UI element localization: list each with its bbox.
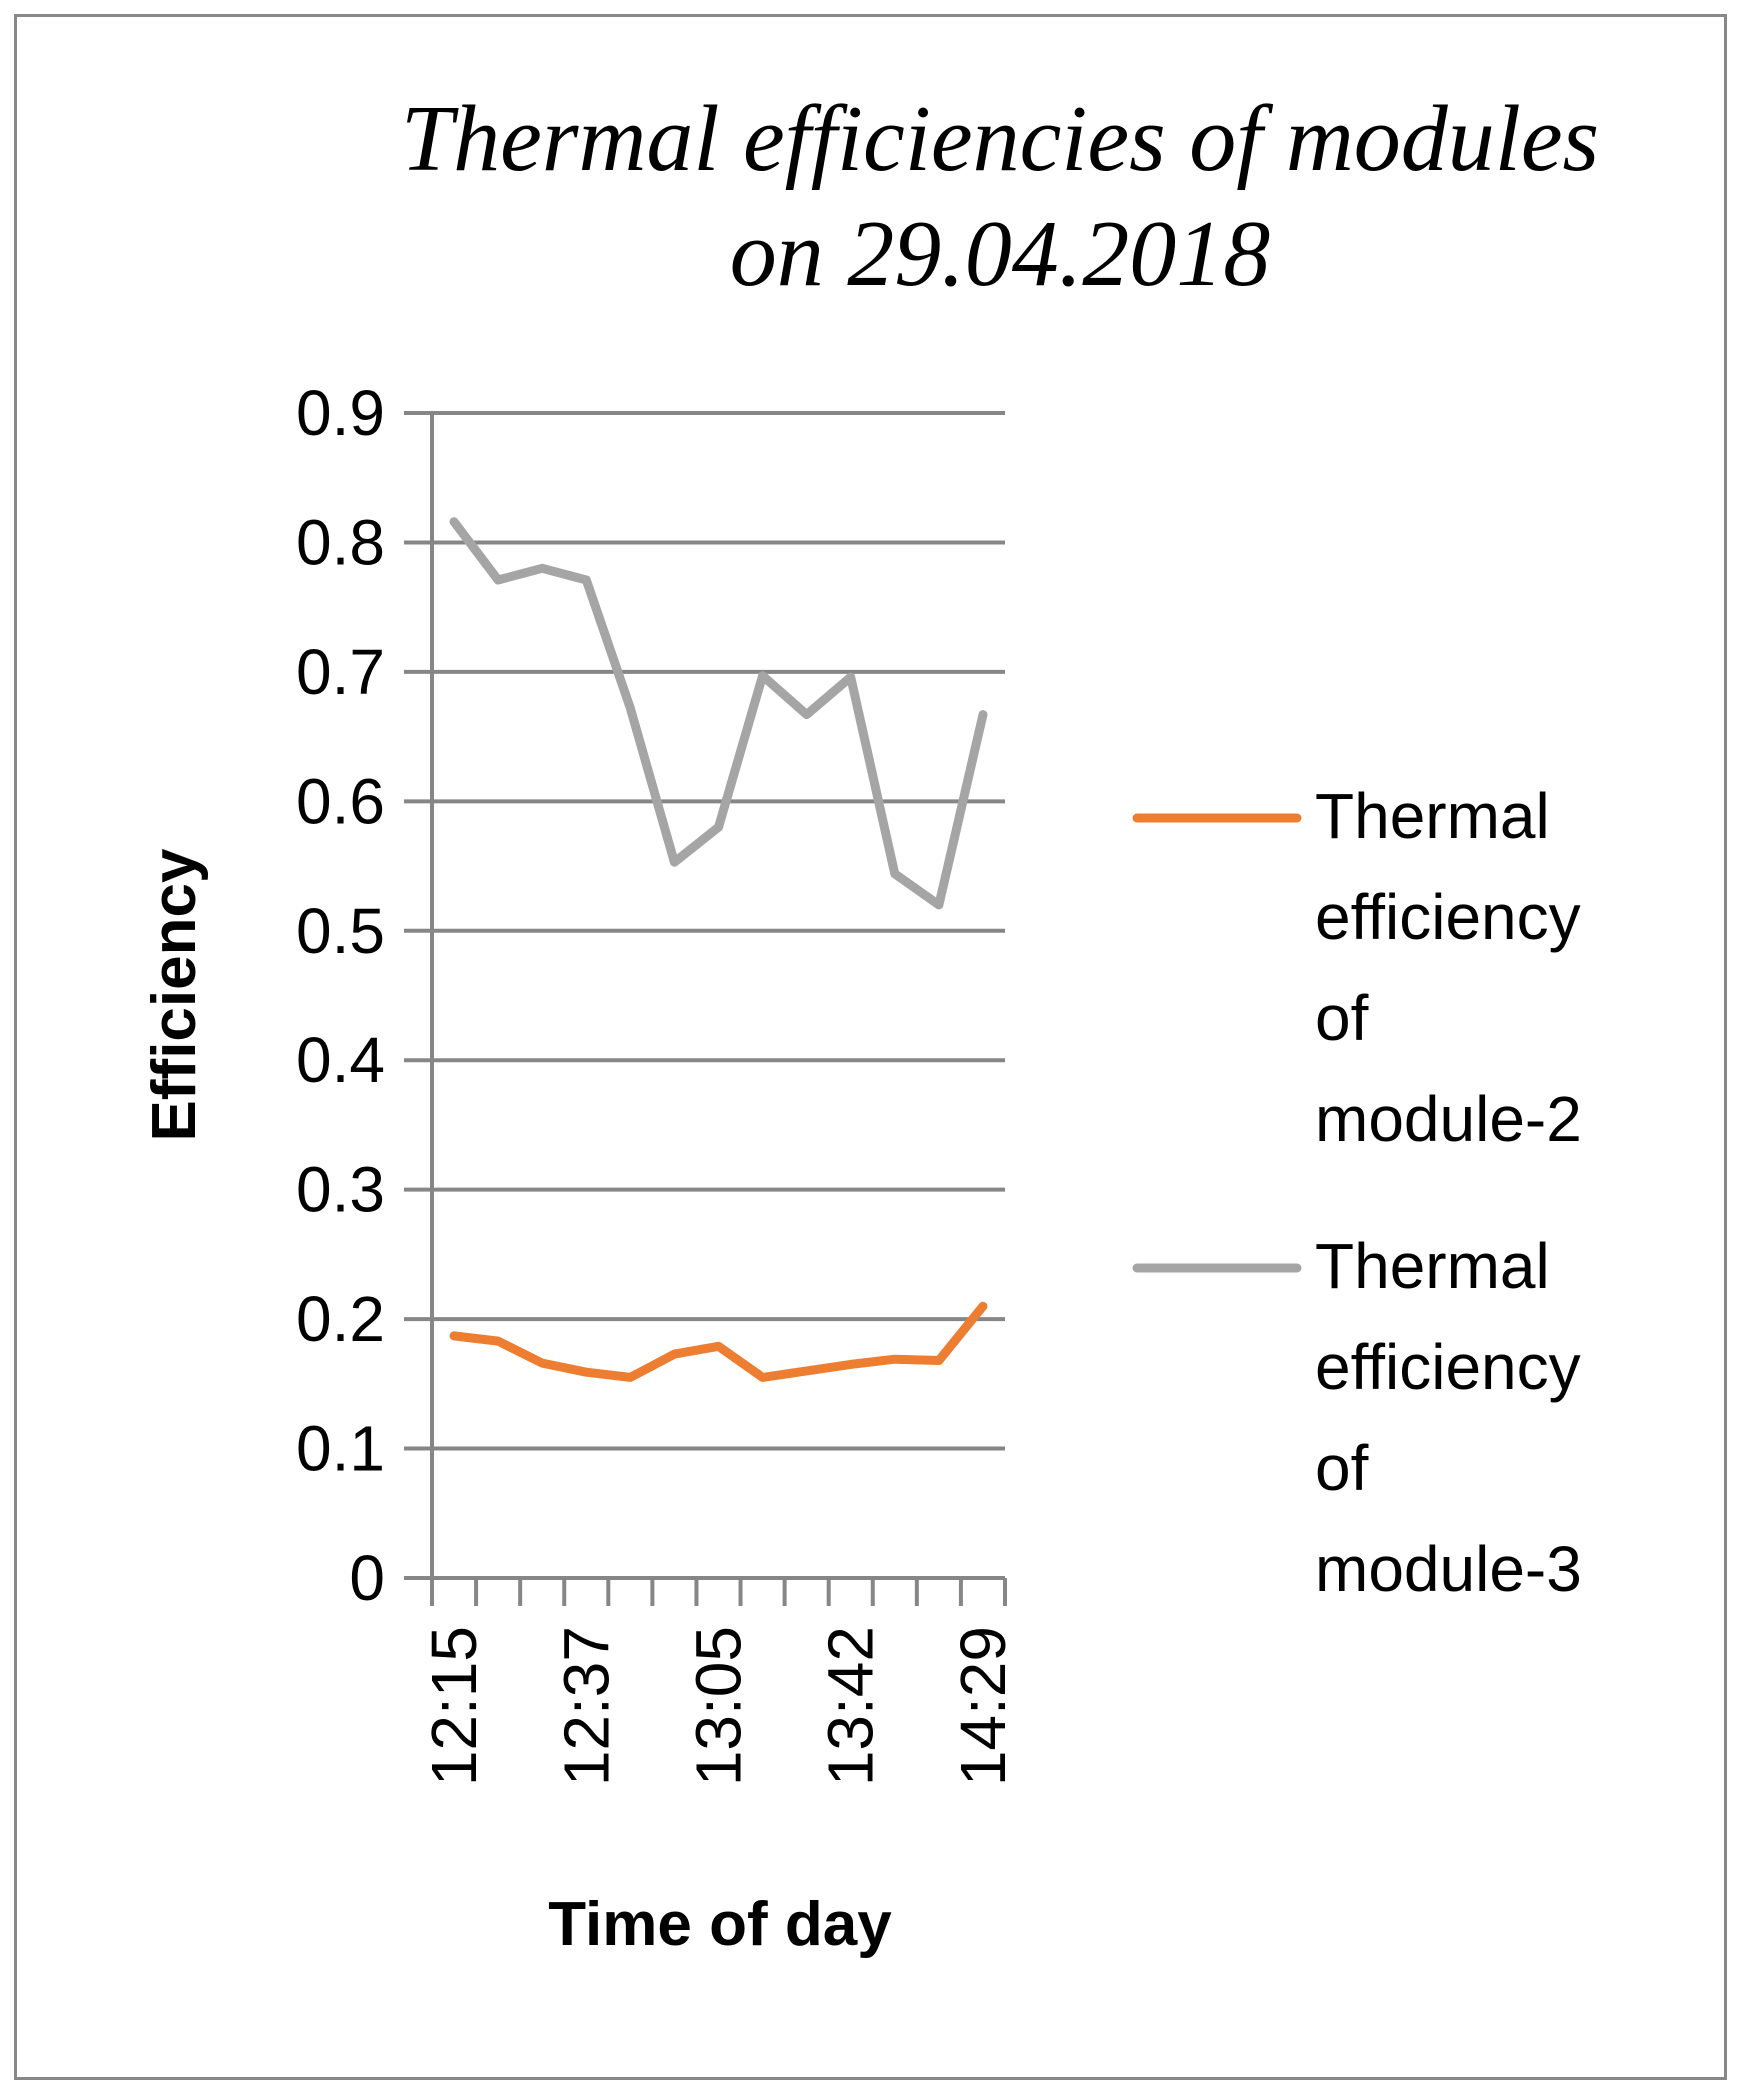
legend: Thermal efficiency of module-2 Thermal effici… bbox=[1132, 780, 1582, 1605]
y-tick-label: 0 bbox=[349, 1542, 385, 1614]
axes: 0 0.1 0.2 0.3 0.4 0.5 0.6 0.7 0.8 0.9 12:15 12:37 13… bbox=[296, 377, 1019, 1786]
x-tick-label: 12:15 bbox=[418, 1626, 490, 1786]
y-tick-label: 0.6 bbox=[296, 765, 385, 837]
y-tick-label: 0.4 bbox=[296, 1024, 385, 1096]
legend-label-1: efficiency bbox=[1315, 881, 1581, 953]
legend-label-2: module-3 bbox=[1315, 1533, 1582, 1605]
legend-label-1: module-2 bbox=[1315, 1083, 1582, 1155]
x-tick-label: 12:37 bbox=[550, 1626, 622, 1786]
chart-frame bbox=[14, 14, 1727, 2080]
x-tick-label: 13:42 bbox=[815, 1626, 887, 1786]
y-axis-title: Efficiency bbox=[140, 848, 209, 1141]
x-axis-title: Time of day bbox=[548, 1890, 892, 1959]
y-tick-label: 0.7 bbox=[296, 636, 385, 708]
y-tick-label: 0.3 bbox=[296, 1154, 385, 1226]
legend-label-2: efficiency bbox=[1315, 1331, 1581, 1403]
series-line-1 bbox=[449, 1301, 988, 1382]
legend-label-1: of bbox=[1315, 982, 1369, 1054]
y-tick-label: 0.8 bbox=[296, 506, 385, 578]
series-lines bbox=[449, 517, 988, 1382]
y-tick-label: 0.9 bbox=[296, 377, 385, 449]
y-tick-label: 0.1 bbox=[296, 1413, 385, 1485]
legend-label-2: of bbox=[1315, 1432, 1369, 1504]
y-tick-label: 0.5 bbox=[296, 895, 385, 967]
y-tick-label: 0.2 bbox=[296, 1283, 385, 1355]
chart-title-line-1: Thermal efficiencies of modules bbox=[401, 87, 1599, 191]
legend-label-1: Thermal bbox=[1315, 780, 1550, 852]
x-tick-label: 13:05 bbox=[683, 1626, 755, 1786]
series-line-2 bbox=[449, 517, 988, 910]
chart-title-line-2: on 29.04.2018 bbox=[730, 202, 1271, 306]
legend-label-2: Thermal bbox=[1315, 1230, 1550, 1302]
gridlines bbox=[404, 411, 1005, 1580]
x-tick-label: 14:29 bbox=[947, 1626, 1019, 1786]
